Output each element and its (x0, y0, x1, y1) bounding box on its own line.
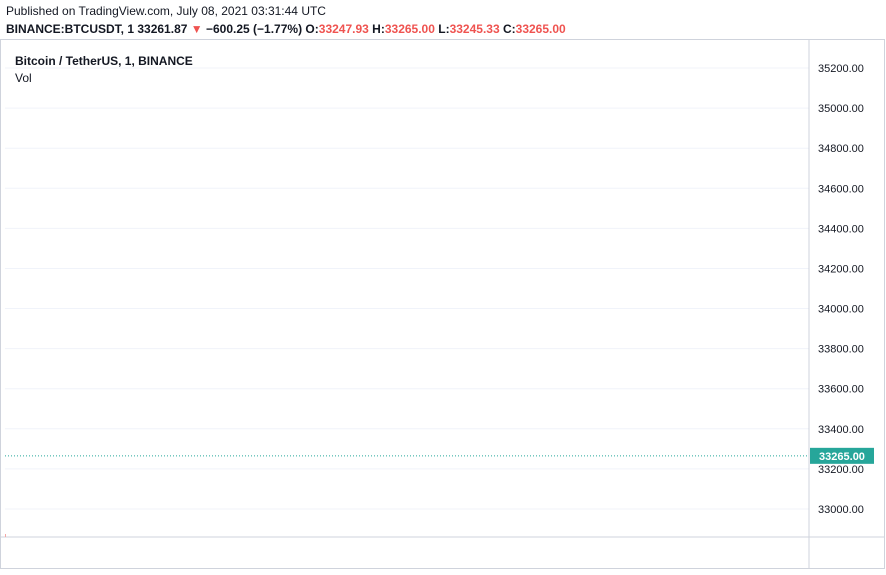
last-price-tag-label: 33265.00 (819, 451, 865, 463)
y-tick-label: 35200.00 (818, 63, 864, 75)
y-tick-label: 33200.00 (818, 464, 864, 476)
open-value: 33247.93 (318, 22, 369, 36)
series-legend[interactable]: Bitcoin / TetherUS, 1, BINANCE (15, 54, 193, 68)
last-price: 33261.87 (137, 22, 188, 36)
y-tick-label: 35000.00 (818, 103, 864, 115)
y-tick-label: 34800.00 (818, 143, 864, 155)
symbol-label: BINANCE:BTCUSDT, 1 (6, 22, 135, 36)
chart-border (0, 39, 885, 569)
volume-bar (5, 533, 6, 537)
y-tick-label: 34600.00 (818, 183, 864, 195)
last-price-tag (810, 447, 874, 464)
y-tick-label: 34000.00 (818, 304, 864, 316)
volume-legend[interactable]: Vol (15, 71, 32, 85)
published-line: Published on TradingView.com, July 08, 2… (6, 4, 326, 18)
low-value: 33245.33 (449, 22, 500, 36)
open-label: O: (305, 22, 319, 36)
ohlc-header: BINANCE:BTCUSDT, 1 33261.87 ▼ −600.25 (−… (6, 22, 566, 36)
y-tick-label: 33400.00 (818, 424, 864, 436)
y-tick-label: 33800.00 (818, 344, 864, 356)
y-tick-label: 33000.00 (818, 504, 864, 516)
y-tick-label: 34400.00 (818, 223, 864, 235)
close-label: C: (502, 22, 516, 36)
low-label: L: (438, 22, 450, 36)
down-arrow-icon: ▼ (190, 22, 203, 36)
price-change: −600.25 (−1.77%) (206, 22, 303, 36)
y-tick-label: 33600.00 (818, 384, 864, 396)
close-value: 33265.00 (515, 22, 566, 36)
y-tick-label: 34200.00 (818, 263, 864, 275)
high-label: H: (372, 22, 385, 36)
high-value: 33265.00 (384, 22, 435, 36)
